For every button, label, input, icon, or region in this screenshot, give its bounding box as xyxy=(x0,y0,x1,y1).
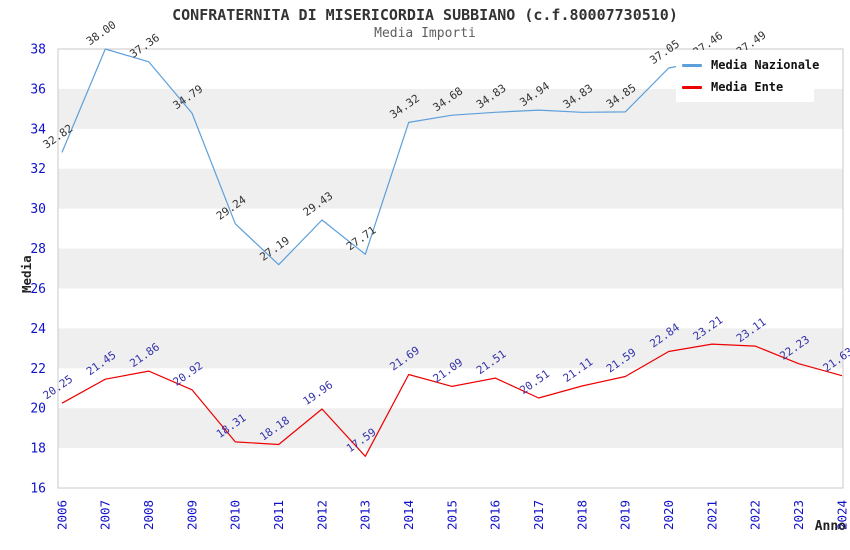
series-lines xyxy=(61,48,843,457)
x-tick-label: 2009 xyxy=(184,500,199,530)
x-tick-label: 2017 xyxy=(531,500,546,530)
y-tick-label: 28 xyxy=(30,242,46,257)
x-tick-label: 2014 xyxy=(401,500,416,530)
gray-band xyxy=(58,328,843,369)
x-tick-label: 2016 xyxy=(488,500,503,530)
legend-box: Media Nazionale Media Ente xyxy=(676,50,819,102)
gray-band xyxy=(58,248,843,289)
series-line-1 xyxy=(61,343,843,457)
y-axis-title: Media xyxy=(19,255,34,293)
x-tick-label: 2024 xyxy=(834,500,849,530)
x-tick-label: 2006 xyxy=(54,500,69,530)
plot-border xyxy=(57,48,844,489)
x-tick-label: 2013 xyxy=(358,500,373,530)
x-tick-label: 2008 xyxy=(141,500,156,530)
y-tick-label: 38 xyxy=(30,43,46,58)
gray-band xyxy=(58,408,843,449)
legend-item-1[interactable]: Media Ente xyxy=(678,76,814,98)
x-tick-label: 2010 xyxy=(228,500,243,530)
x-tick-label: 2019 xyxy=(618,500,633,530)
legend-swatch-icon xyxy=(682,85,702,89)
y-tick-label: 16 xyxy=(30,482,46,497)
chart-title: CONFRATERNITA DI MISERICORDIA SUBBIANO (… xyxy=(172,6,678,24)
x-tick-label: 2023 xyxy=(791,500,806,530)
x-tick-label: 2021 xyxy=(704,500,719,530)
y-tick-label: 22 xyxy=(30,362,46,377)
legend-item-0[interactable]: Media Nazionale xyxy=(678,54,819,76)
y-tick-label: 20 xyxy=(30,402,46,417)
x-tick-label: 2015 xyxy=(444,500,459,530)
legend-swatch-icon xyxy=(682,63,702,67)
x-tick-label: 2022 xyxy=(748,500,763,530)
legend-item-label: Media Ente xyxy=(711,80,784,94)
x-axis-tick-labels: 2006 2007 2008 2009 2010 2011 2012 2013 2014 2015… xyxy=(54,500,849,530)
gray-band xyxy=(58,168,843,209)
y-tick-label: 32 xyxy=(30,162,46,177)
x-tick-label: 2018 xyxy=(574,500,589,530)
y-tick-label: 24 xyxy=(30,322,46,337)
x-tick-label: 2012 xyxy=(314,500,329,530)
chart-subtitle: Media Importi xyxy=(374,26,476,41)
x-axis-title: Anno xyxy=(815,519,846,534)
y-tick-label: 34 xyxy=(30,122,46,137)
y-tick-label: 26 xyxy=(30,282,46,297)
x-tick-label: 2007 xyxy=(98,500,113,530)
x-tick-label: 2020 xyxy=(661,500,676,530)
y-tick-label: 18 xyxy=(30,442,46,457)
legend-item-label: Media Nazionale xyxy=(711,58,820,72)
y-tick-label: 30 xyxy=(30,202,46,217)
series-line-0 xyxy=(61,48,756,266)
plot-background-bands xyxy=(58,49,843,488)
data-label: 38.00 xyxy=(84,18,119,48)
y-axis-tick-labels: 16 18 20 22 24 26 28 30 32 34 36 38 xyxy=(30,43,46,497)
x-tick-label: 2011 xyxy=(271,500,286,530)
y-tick-label: 36 xyxy=(30,82,46,97)
